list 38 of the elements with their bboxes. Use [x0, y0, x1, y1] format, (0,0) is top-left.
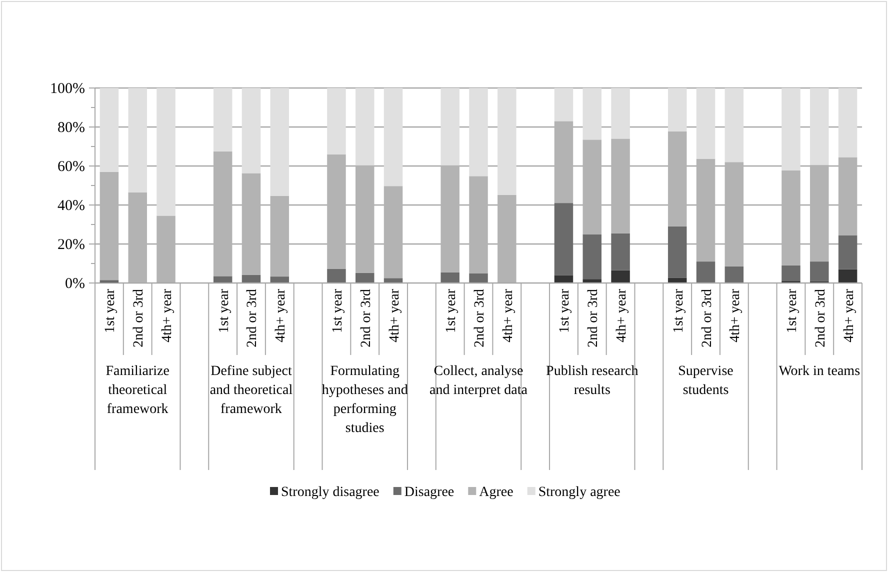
x-tick-label: 2nd or 3rd — [700, 289, 715, 348]
text: Define subject and theoretical framework — [210, 364, 293, 417]
x-tick-label: 4th+ year — [500, 288, 516, 342]
legend-label: Strongly agree — [538, 485, 620, 500]
text: Familiarize theoretical framework — [106, 364, 170, 417]
x-tick-label: 4th+ year — [387, 288, 402, 342]
x-tick-label: 4th+ year — [274, 288, 289, 342]
text: Collect, analyse and interpret data — [430, 364, 528, 398]
y-tick-label: 100% — [50, 80, 85, 97]
legend-label: Strongly disagree — [281, 485, 380, 500]
x-tick-label: 4th+ year — [614, 288, 630, 342]
x-tick-label: 2nd or 3rd — [358, 289, 374, 348]
text: Supervise students — [678, 364, 734, 398]
y-tick-label: 20% — [58, 236, 85, 253]
x-tick-label: 1st year — [558, 288, 573, 333]
x-tick-label: 1st year — [103, 288, 118, 333]
text: Formulating hypotheses and performing studies — [322, 364, 408, 436]
x-tick-label: 4th+ year — [842, 288, 857, 342]
y-tick-label: 0% — [65, 276, 85, 292]
legend-label: Agree — [479, 485, 514, 500]
y-tick-label: 40% — [58, 198, 85, 214]
x-tick-label: 2nd or 3rd — [472, 289, 488, 348]
x-tick-label: 1st year — [330, 288, 346, 333]
x-tick-label: 1st year — [784, 288, 800, 333]
x-tick-label: 1st year — [216, 288, 232, 333]
y-tick-label: 60% — [58, 158, 85, 175]
x-tick-label: 2nd or 3rd — [586, 289, 602, 348]
y-tick-label: 80% — [58, 120, 85, 136]
legend-label: Disagree — [404, 485, 454, 500]
x-tick-label: 2nd or 3rd — [132, 289, 147, 348]
x-tick-label: 4th+ year — [160, 288, 176, 342]
x-tick-label: 2nd or 3rd — [245, 289, 260, 348]
text: Publish research results — [546, 364, 638, 398]
x-tick-label: 4th+ year — [728, 288, 744, 342]
text: Work in teams — [778, 364, 860, 379]
x-tick-label: 1st year — [444, 288, 460, 333]
x-tick-label: 2nd or 3rd — [813, 289, 828, 348]
x-tick-label: 1st year — [671, 288, 686, 333]
